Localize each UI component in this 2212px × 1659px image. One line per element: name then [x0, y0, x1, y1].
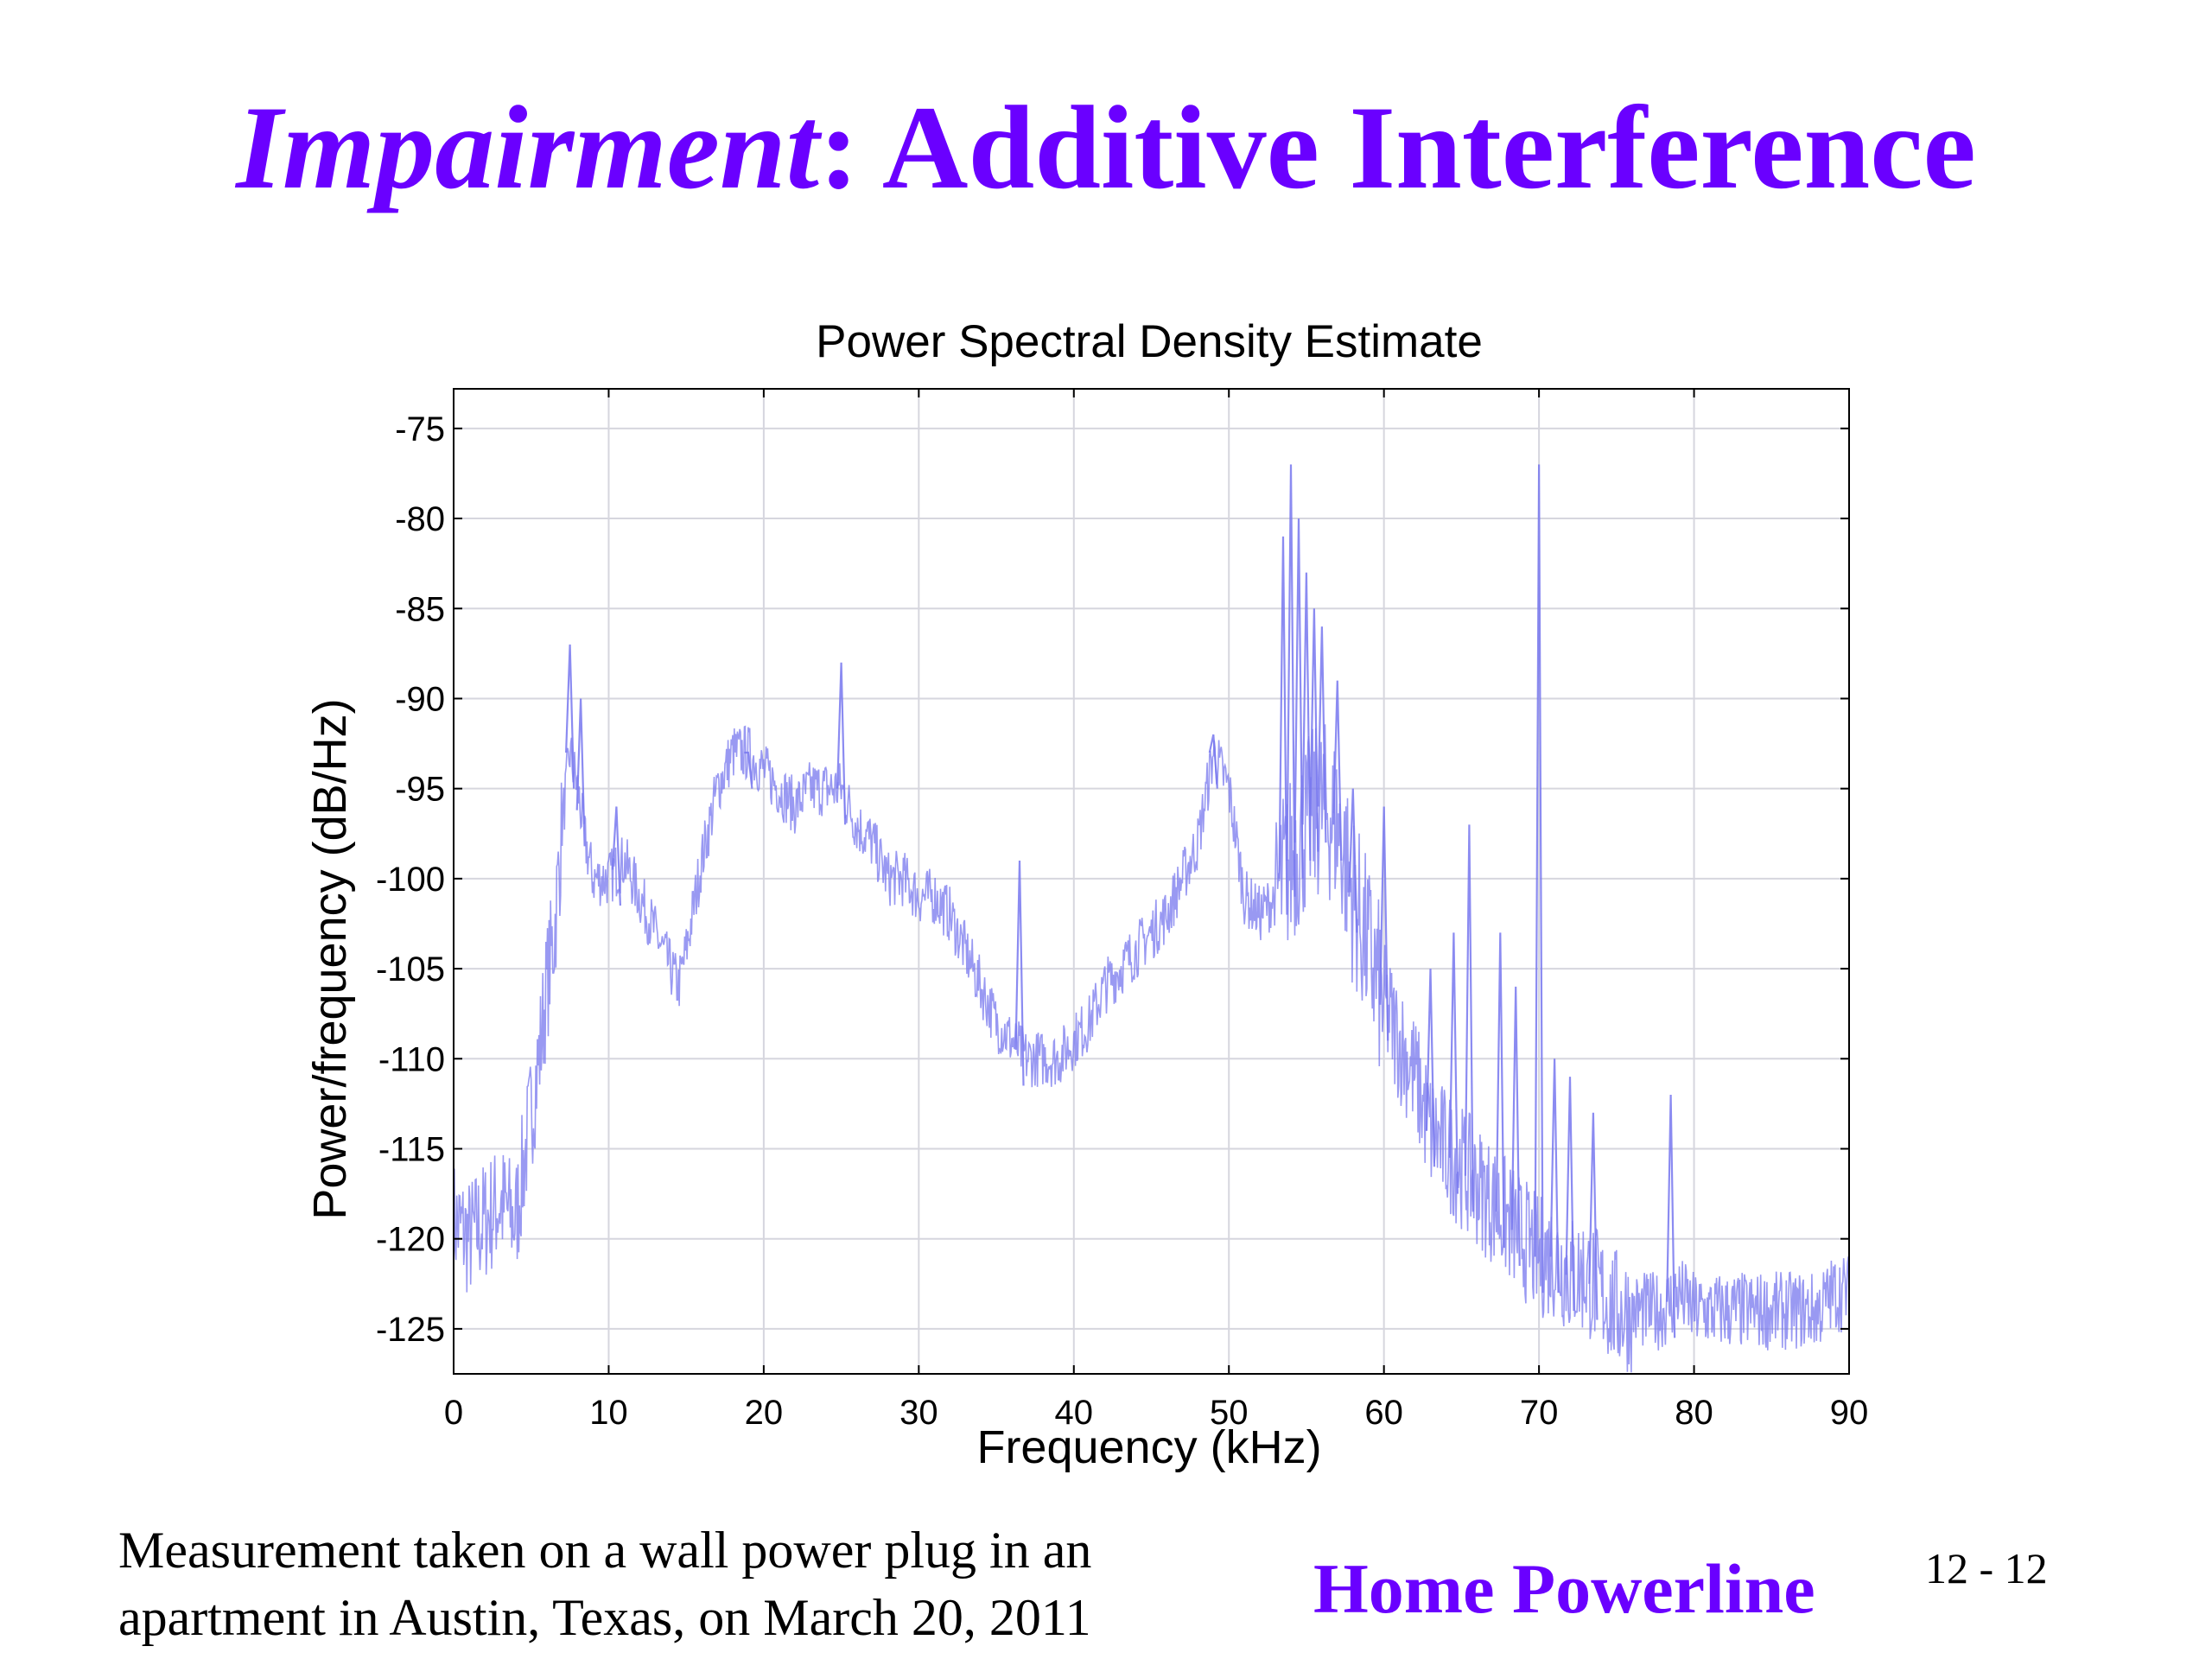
psd-spike	[1208, 734, 1218, 789]
chart-grid	[453, 389, 1850, 1374]
psd-spike	[565, 644, 575, 789]
y-axis-label: Power/frequency (dB/Hz)	[304, 698, 356, 1219]
slide-title: Impairment: Additive Interference	[0, 82, 2212, 213]
psd-spike	[1588, 1112, 1599, 1320]
y-tick-label: -90	[395, 680, 445, 718]
y-tick-label: -80	[395, 500, 445, 538]
axis-ticks: 0 10 20 30 40 50 60 70 80 90 -75 -80 -85 -90 -95 -100 -1…	[376, 389, 1868, 1432]
psd-spike	[744, 751, 753, 789]
y-tick-label: -75	[395, 410, 445, 448]
slide-title-emphasis: Impairment	[236, 81, 819, 213]
x-tick-label: 30	[899, 1394, 938, 1432]
slide-title-rest: : Additive Interference	[819, 81, 1976, 213]
y-tick-label: -95	[395, 771, 445, 809]
x-axis-label: Frequency (kHz)	[976, 1421, 1321, 1473]
x-tick-label: 80	[1675, 1394, 1713, 1432]
psd-spike	[1666, 1094, 1676, 1338]
x-tick-label: 90	[1830, 1394, 1869, 1432]
x-tick-label: 10	[589, 1394, 628, 1432]
psd-spike	[1549, 1058, 1560, 1294]
psd-spike	[1286, 464, 1296, 897]
page-number: 12 - 12	[1925, 1544, 2048, 1592]
y-tick-label: -100	[376, 861, 445, 899]
y-tick-label: -85	[395, 590, 445, 628]
chart-title: Power Spectral Density Estimate	[816, 316, 1483, 367]
psd-spike	[1534, 464, 1544, 1294]
y-tick-label: -125	[376, 1311, 445, 1349]
psd-spike	[1309, 608, 1319, 852]
x-tick-label: 20	[745, 1394, 784, 1432]
x-tick-label: 0	[444, 1394, 463, 1432]
psd-spike	[575, 698, 586, 847]
psd-spike	[1464, 824, 1474, 1212]
caption-line-2: apartment in Austin, Texas, on March 20,…	[118, 1589, 1091, 1646]
caption-line-1: Measurement taken on a wall power plug i…	[118, 1522, 1092, 1579]
psd-spike	[1294, 518, 1304, 879]
plot-frame	[453, 388, 1850, 1375]
psd-spike	[1317, 626, 1327, 843]
measurement-caption: Measurement taken on a wall power plug i…	[118, 1516, 1242, 1651]
psd-spike	[1332, 680, 1343, 861]
psd-spike	[1278, 536, 1288, 915]
psd-spike	[1510, 986, 1521, 1267]
psd-spike	[1425, 969, 1436, 1167]
y-tick-label: -105	[376, 950, 445, 988]
psd-spike	[611, 806, 621, 906]
footer-title: Home Powerline	[1313, 1549, 1815, 1628]
psd-spike	[1301, 572, 1312, 861]
psd-line	[453, 724, 1850, 1373]
y-tick-label: -115	[378, 1130, 445, 1168]
psd-spike	[1448, 932, 1459, 1194]
x-tick-label: 50	[1210, 1394, 1249, 1432]
y-tick-label: -120	[376, 1221, 445, 1259]
x-tick-label: 70	[1520, 1394, 1559, 1432]
psd-spike	[1565, 1077, 1575, 1312]
x-tick-label: 60	[1364, 1394, 1403, 1432]
psd-chart: Power Spectral Density Estimate 0 10 20 30 4…	[304, 316, 1868, 1473]
psd-spike	[1379, 806, 1389, 1041]
x-tick-label: 40	[1055, 1394, 1094, 1432]
psd-spike	[836, 662, 847, 825]
psd-spike	[1348, 788, 1358, 933]
psd-spike	[1014, 860, 1025, 1086]
psd-trace	[453, 464, 1850, 1373]
psd-spike	[1495, 932, 1505, 1249]
y-tick-label: -110	[378, 1040, 445, 1078]
